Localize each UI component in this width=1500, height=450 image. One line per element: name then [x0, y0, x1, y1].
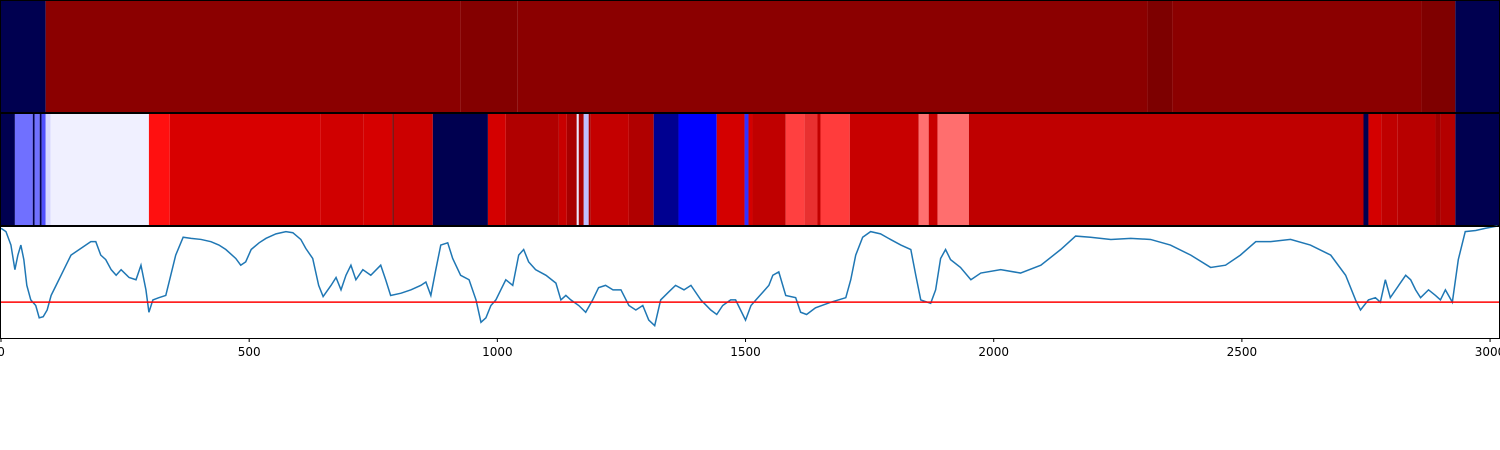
strip-segment [1397, 113, 1436, 225]
strip-segment [928, 113, 938, 225]
strip-segment [785, 113, 805, 225]
strip-segment [41, 113, 46, 225]
strip-segment [653, 113, 679, 225]
strip-segment [748, 113, 753, 225]
strip-segment [432, 113, 488, 225]
x-tick-label: 1000 [482, 345, 513, 359]
strip-segment [817, 113, 821, 225]
strip-segment [32, 113, 35, 225]
strip-segment [45, 113, 51, 225]
strip-segment [588, 113, 591, 225]
strip-segment [45, 0, 461, 112]
strip-segment [576, 113, 579, 225]
strip-segment [1147, 0, 1173, 112]
x-tick-label: 2000 [978, 345, 1009, 359]
strip-segment [1435, 113, 1441, 225]
x-tick-label: 1500 [730, 345, 761, 359]
strip-segment [1172, 0, 1422, 112]
x-tick-label: 2500 [1227, 345, 1258, 359]
strip-segment [505, 113, 559, 225]
strip-segment [1, 0, 46, 112]
strip-segment [1455, 113, 1499, 225]
x-tick-label: 3000 [1475, 345, 1500, 359]
strip-segment [678, 113, 717, 225]
strip-segment [14, 113, 33, 225]
strip-segment [566, 113, 577, 225]
strip-segment [487, 113, 506, 225]
x-tick-label: 500 [238, 345, 261, 359]
strip-segment [148, 113, 170, 225]
strip-segment [918, 113, 929, 225]
strip-segment [1363, 113, 1369, 225]
strip-segment [1381, 113, 1398, 225]
strip-segment [1, 113, 15, 225]
strip-segment [937, 113, 969, 225]
x-tick-label: 0 [0, 345, 5, 359]
strip-segment [320, 113, 364, 225]
strip-segment [50, 113, 149, 225]
strip-segment [1421, 0, 1456, 112]
strip-segment [968, 113, 1364, 225]
strip-segment [804, 113, 818, 225]
strip-segment [1368, 113, 1382, 225]
strip-segment [849, 113, 919, 225]
strip-segment [34, 113, 40, 225]
strip-segment [39, 113, 42, 225]
strip-segment [744, 113, 749, 225]
strip-segment [363, 113, 393, 225]
strip-segment [517, 0, 1148, 112]
strip-segment [716, 113, 745, 225]
strip-segment [393, 113, 433, 225]
strip-segment [1455, 0, 1499, 112]
strip-segment [583, 113, 589, 225]
line [0, 225, 1498, 328]
strip-segment [590, 113, 629, 225]
axes-frame [0, 226, 1500, 339]
strip-segment [752, 113, 786, 225]
strip-segment [460, 0, 518, 112]
strip-segment [1440, 113, 1456, 225]
strip-segment [392, 113, 394, 225]
strip-segment [169, 113, 321, 225]
strip-segment [628, 113, 654, 225]
strip-segment [578, 113, 584, 225]
strip-segment [820, 113, 850, 225]
strip-segment [558, 113, 567, 225]
